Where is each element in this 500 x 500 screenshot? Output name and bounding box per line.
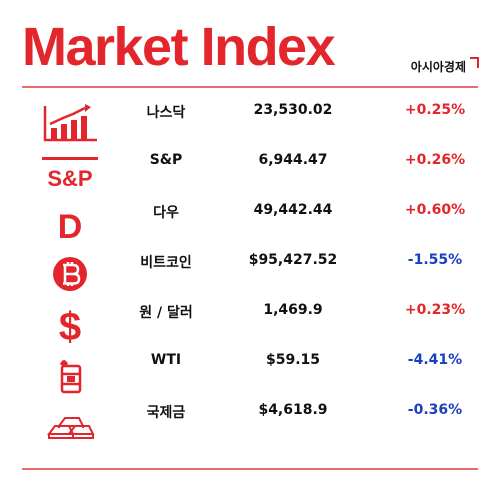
bar-chart-icon: [40, 102, 100, 146]
index-value: $4,618.9: [258, 402, 328, 418]
letter-d-icon: D: [40, 202, 100, 246]
index-value: 6,944.47: [258, 152, 328, 168]
index-change: +0.23%: [404, 302, 466, 318]
dollar-icon-text: $: [59, 305, 81, 346]
letter-d-icon-text: D: [58, 208, 83, 244]
oil-barrel-icon: [40, 352, 100, 396]
index-row-nasdaq: 나스닥 23,530.02 +0.25%: [0, 98, 500, 148]
index-row-krw-usd: $ 원 / 달러 1,469.9 +0.23%: [0, 298, 500, 348]
index-row-sp: S&P S&P 6,944.47 +0.26%: [0, 148, 500, 198]
brand-mark-icon: [470, 57, 479, 68]
index-change: +0.60%: [404, 202, 466, 218]
index-change: -4.41%: [407, 352, 463, 368]
index-name: 다우: [153, 205, 179, 221]
s-and-p-icon-text: S&P: [47, 166, 92, 191]
dollar-icon: $: [40, 302, 100, 346]
index-row-dow: D 다우 49,442.44 +0.60%: [0, 198, 500, 248]
brand-logo: 아시아경제: [410, 60, 466, 74]
index-change: -0.36%: [407, 402, 463, 418]
index-row-bitcoin: 비트코인 $95,427.52 -1.55%: [0, 248, 500, 298]
index-name: 국제금: [146, 405, 186, 421]
index-row-wti: WTI $59.15 -4.41%: [0, 348, 500, 398]
index-change: -1.55%: [407, 252, 463, 268]
index-value: 1,469.9: [263, 302, 323, 318]
gold-bars-icon: [40, 402, 100, 446]
bottom-divider: [22, 468, 478, 470]
index-row-gold: 국제금 $4,618.9 -0.36%: [0, 398, 500, 448]
index-value: $59.15: [265, 352, 321, 368]
index-name: 나스닥: [146, 105, 186, 121]
index-change: +0.26%: [404, 152, 466, 168]
bitcoin-icon: [40, 252, 100, 296]
top-divider: [22, 86, 478, 88]
s-and-p-icon: S&P: [40, 152, 100, 196]
index-value: 49,442.44: [253, 202, 333, 218]
index-value: 23,530.02: [253, 102, 333, 118]
index-name: WTI: [150, 352, 182, 368]
page-title: Market Index: [22, 17, 336, 77]
index-name: S&P: [149, 152, 183, 168]
index-name: 원 / 달러: [139, 305, 193, 321]
index-name: 비트코인: [140, 255, 192, 271]
index-change: +0.25%: [404, 102, 466, 118]
index-value: $95,427.52: [248, 252, 338, 268]
